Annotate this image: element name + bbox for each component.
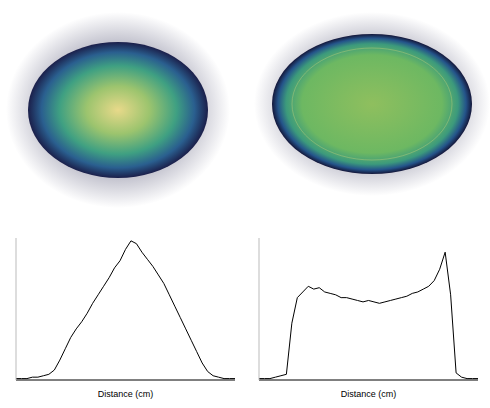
svg-text:Distance (cm): Distance (cm) — [341, 389, 397, 399]
svg-text:Distance (cm): Distance (cm) — [98, 389, 154, 399]
